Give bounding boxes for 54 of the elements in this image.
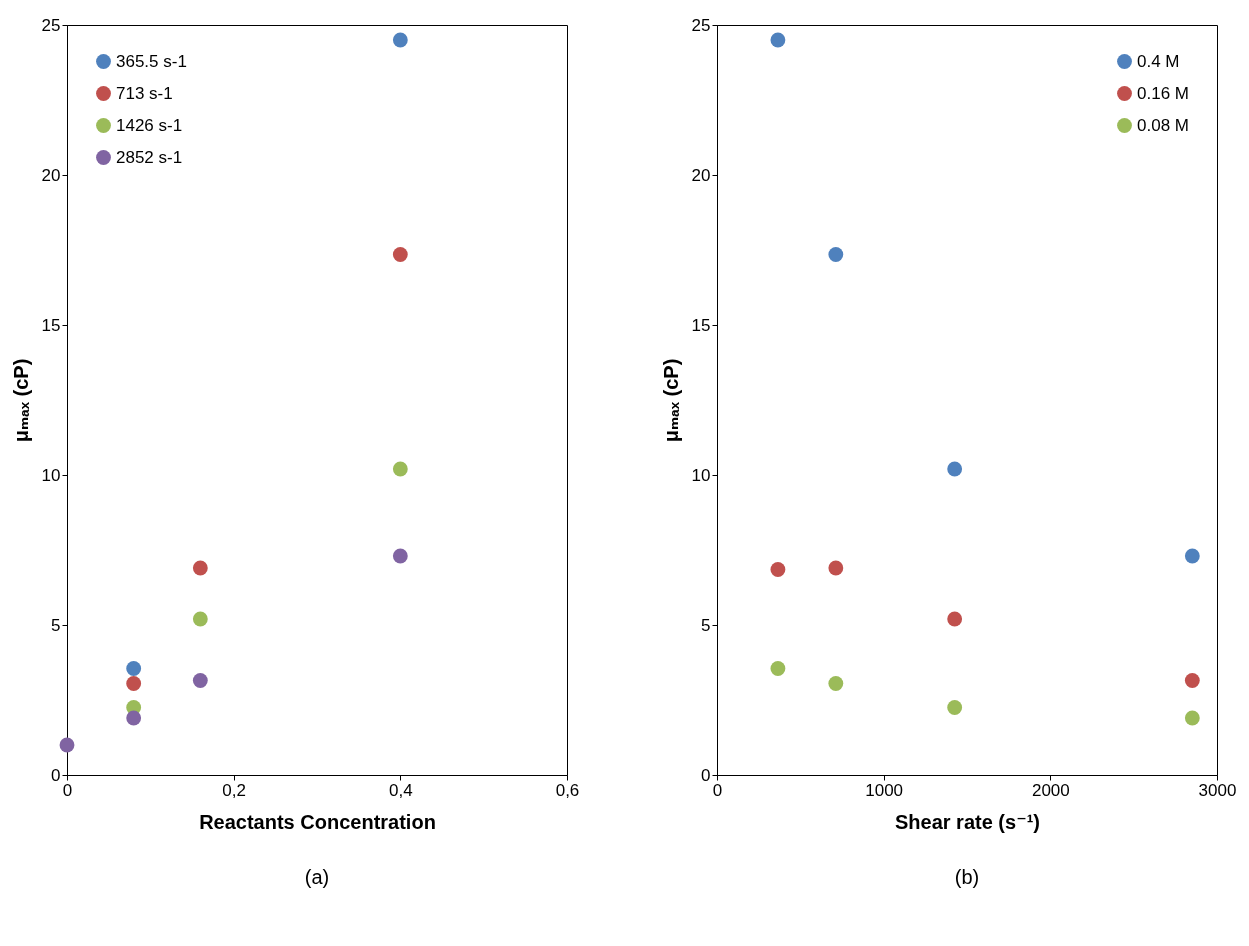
point (59, 737, 75, 753)
point (770, 661, 786, 676)
point (126, 661, 142, 676)
point (770, 32, 786, 48)
y-tick-label: 15 (691, 315, 711, 335)
x-tick-label: 1000 (865, 780, 904, 800)
x-axis-title: Shear rate (s⁻¹) (894, 810, 1041, 833)
legend-label: 2852 s-1 (116, 147, 183, 167)
x-tick-label: 2000 (1031, 780, 1070, 800)
point (392, 548, 408, 564)
y-tick-label: 10 (41, 465, 61, 485)
y-tick-label: 10 (691, 465, 711, 485)
point (192, 673, 208, 688)
y-axis-title: μₘₐₓ (cP) (9, 358, 32, 443)
y-tick-label: 5 (51, 615, 61, 635)
point (828, 560, 844, 576)
y-tick-label: 0 (701, 765, 711, 785)
x-axis-title: Reactants Concentration (199, 810, 436, 833)
legend-label: 0.4 M (1137, 51, 1180, 71)
legend-label: 713 s-1 (116, 83, 173, 103)
y-tick-label: 0 (51, 765, 61, 785)
x-tick-label: 0,2 (222, 780, 246, 800)
point (947, 700, 963, 715)
point (392, 32, 408, 48)
legend-label: 365.5 s-1 (116, 51, 187, 71)
point (1184, 673, 1200, 688)
x-tick-label: 3000 (1198, 780, 1237, 800)
legend-label: 0.16 M (1137, 83, 1189, 103)
legend-label: 1426 s-1 (116, 115, 183, 135)
y-tick-label: 5 (701, 615, 711, 635)
point (1184, 710, 1200, 726)
x-tick-label: 0,4 (389, 780, 413, 800)
y-tick-label: 25 (41, 15, 61, 35)
point (828, 676, 844, 691)
text: (b) (954, 866, 980, 888)
x-tick-label: 0,6 (555, 780, 580, 800)
point (126, 676, 142, 691)
legend-label: 0.08 M (1137, 115, 1189, 135)
text: (a) (304, 866, 330, 888)
y-tick-label: 15 (41, 315, 61, 335)
point (1184, 548, 1200, 564)
y-axis-title: μₘₐₓ (cP) (659, 358, 682, 443)
y-tick-label: 25 (691, 15, 711, 35)
point (770, 562, 786, 577)
point (192, 560, 208, 576)
point (126, 710, 142, 726)
point (192, 611, 208, 627)
point (947, 461, 963, 477)
point (828, 247, 844, 262)
point (392, 247, 408, 262)
point (947, 611, 963, 627)
y-tick-label: 20 (41, 165, 61, 185)
y-tick-label: 20 (691, 165, 711, 185)
point (392, 461, 408, 477)
